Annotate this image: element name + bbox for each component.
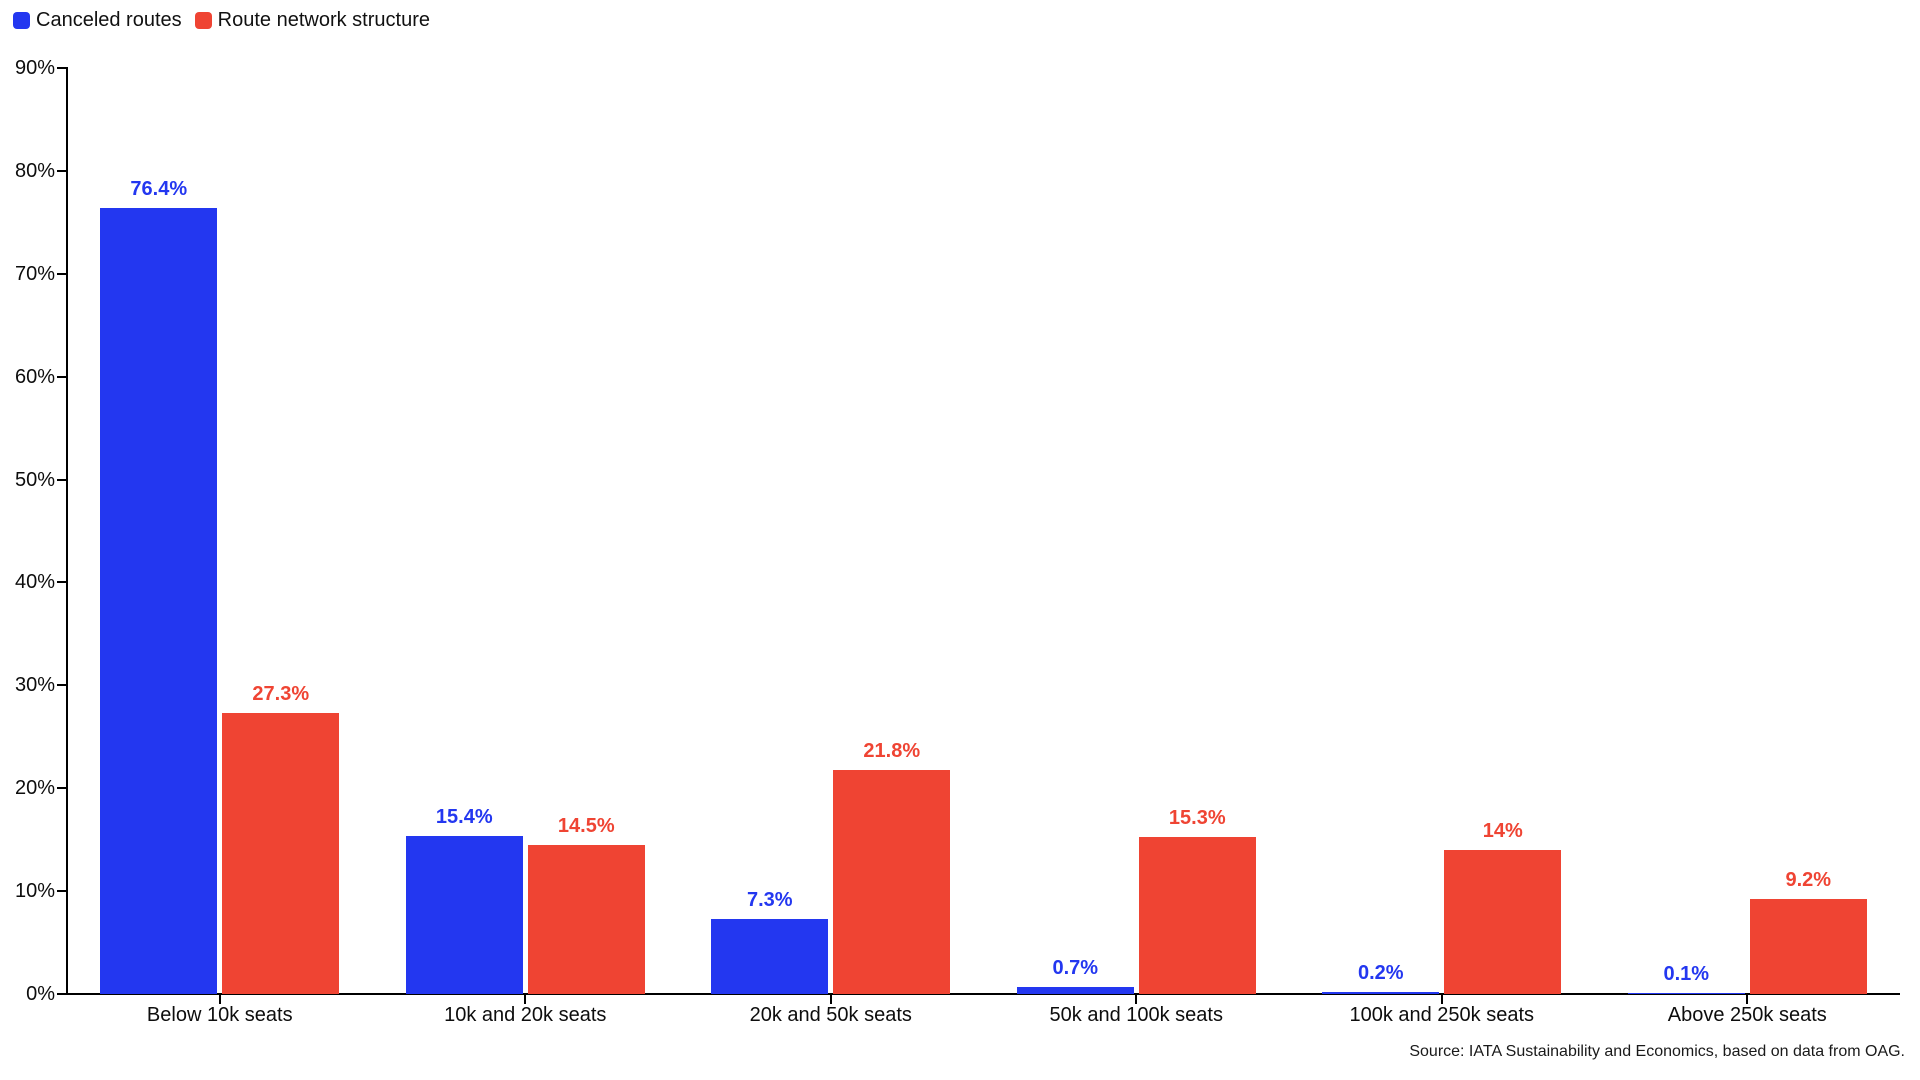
x-axis-tick <box>524 995 527 1004</box>
y-axis-tick <box>57 684 66 687</box>
bar-route-network-structure <box>1138 836 1256 994</box>
category-label: 20k and 50k seats <box>749 1004 912 1026</box>
bar-value-label: 7.3% <box>746 888 793 911</box>
y-tick-label: 0% <box>26 983 55 1005</box>
y-tick-label: 70% <box>14 262 55 285</box>
bar-value-label: 14.5% <box>557 814 615 837</box>
source-note: Source: IATA Sustainability and Economic… <box>1409 1043 1905 1060</box>
bar-value-label: 76.4% <box>130 177 188 200</box>
y-tick-label: 20% <box>14 777 55 800</box>
bar-route-network-structure <box>1749 899 1867 994</box>
y-tick-label: 40% <box>14 571 55 594</box>
y-axis-tick <box>57 272 66 275</box>
x-axis-line <box>66 993 1900 995</box>
bar-value-label: 0.7% <box>1052 956 1099 979</box>
bar-canceled-routes <box>100 207 218 994</box>
y-tick-label: 90% <box>14 57 55 79</box>
x-axis-tick <box>218 995 221 1004</box>
y-axis-tick <box>57 67 66 69</box>
legend-swatch-route-network-structure <box>194 12 212 29</box>
bar-value-label: 0.1% <box>1663 962 1710 985</box>
bar-value-label: 14% <box>1482 819 1523 842</box>
bar-route-network-structure <box>222 713 340 994</box>
bar-value-label: 27.3% <box>252 683 310 706</box>
y-axis-tick <box>57 890 66 893</box>
y-tick-label: 10% <box>14 880 55 903</box>
bar-route-network-structure <box>833 769 951 994</box>
y-tick-label: 80% <box>14 159 55 182</box>
y-axis-tick <box>57 169 66 172</box>
y-tick-label: 60% <box>14 365 55 388</box>
bar-value-label: 21.8% <box>863 739 921 762</box>
y-axis-tick <box>57 375 66 378</box>
legend: Canceled routes Route network structure <box>13 9 430 32</box>
x-axis-tick <box>1746 995 1749 1004</box>
category-label: 50k and 100k seats <box>1049 1004 1223 1026</box>
y-tick-label: 30% <box>14 674 55 697</box>
legend-item-canceled-routes: Canceled routes <box>13 9 182 32</box>
bar-value-label: 15.4% <box>435 805 493 828</box>
legend-label-canceled-routes: Canceled routes <box>36 9 182 31</box>
legend-item-route-network-structure: Route network structure <box>194 9 430 32</box>
y-axis-tick <box>57 787 66 790</box>
legend-label-route-network-structure: Route network structure <box>217 9 430 31</box>
category-label: Below 10k seats <box>146 1004 293 1026</box>
x-axis-tick <box>829 995 832 1004</box>
x-axis-tick <box>1135 995 1138 1004</box>
y-axis-tick <box>57 478 66 481</box>
category-label: Above 250k seats <box>1667 1004 1827 1026</box>
bar-canceled-routes <box>1627 992 1745 994</box>
bar-route-network-structure <box>1444 849 1562 994</box>
y-tick-label: 50% <box>14 468 55 491</box>
x-axis-tick <box>1440 995 1443 1004</box>
bar-route-network-structure <box>527 844 645 994</box>
bar-canceled-routes <box>711 918 829 994</box>
bar-canceled-routes <box>1322 991 1440 994</box>
category-label: 100k and 250k seats <box>1349 1004 1535 1026</box>
category-label: 10k and 20k seats <box>444 1004 607 1026</box>
legend-swatch-canceled-routes <box>13 12 30 29</box>
bar-value-label: 9.2% <box>1785 869 1832 892</box>
bar-canceled-routes <box>405 835 523 994</box>
y-axis-line <box>66 67 68 995</box>
bar-canceled-routes <box>1016 986 1134 994</box>
y-axis-tick <box>57 581 66 584</box>
bar-value-label: 0.2% <box>1357 961 1404 984</box>
y-axis-tick <box>57 993 66 995</box>
bar-value-label: 15.3% <box>1168 806 1226 829</box>
